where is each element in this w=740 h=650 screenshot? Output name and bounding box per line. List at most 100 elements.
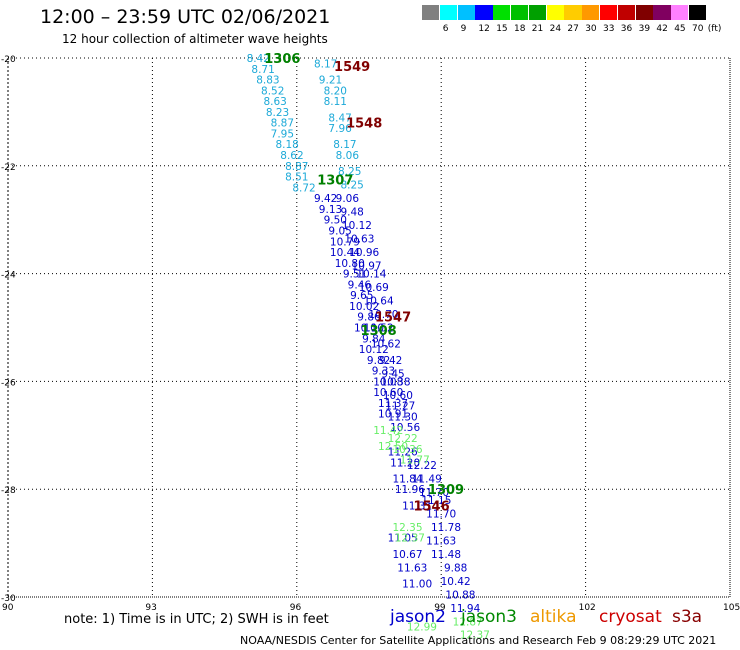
legend-label: 21: [531, 24, 544, 34]
wave-height-value: 10.69: [359, 282, 389, 294]
wave-height-value: 9.06: [336, 193, 360, 205]
satellite-jason3-label: jason3: [461, 607, 517, 627]
wave-height-value: 11.42: [373, 425, 403, 437]
map-subtitle: 12 hour collection of altimeter wave hei…: [62, 32, 328, 46]
pass-number-label: 1547: [375, 311, 411, 326]
wave-height-value: 9.46: [348, 279, 372, 291]
wave-height-value: 11.05: [388, 533, 418, 545]
wave-height-value: 12.22: [388, 433, 418, 445]
wave-height-value: 10.63: [344, 234, 374, 246]
legend-swatch: [600, 5, 618, 20]
wave-height-value: 8.62: [280, 150, 303, 162]
wave-height-value: 10.44: [330, 247, 360, 259]
legend-swatch: [617, 5, 636, 20]
legend-label: 45: [674, 24, 686, 34]
legend-label: 70: [692, 24, 704, 34]
wave-height-value: 8.06: [336, 150, 360, 162]
wave-height-value: 10.67: [392, 549, 422, 561]
wave-height-value: 10.42: [441, 576, 471, 588]
wave-height-value: 10.10: [354, 323, 384, 335]
pass-number-label: 1546: [413, 499, 449, 514]
latitude-label: -26: [1, 378, 16, 388]
wave-height-value: 11.94: [450, 603, 480, 615]
wave-height-value: 9.82: [367, 355, 390, 367]
wave-height-value: 10.12: [359, 344, 389, 356]
wave-height-value: 8.18: [275, 139, 298, 151]
wave-height-value: 9.45: [381, 368, 404, 380]
legend-swatch: [493, 5, 511, 20]
wave-height-value: 11.63: [397, 562, 427, 574]
wave-height-value: 11.48: [431, 549, 461, 561]
wave-height-value: 12.22: [407, 460, 437, 472]
longitude-label: 93: [145, 603, 156, 613]
pass-number-label: 1308: [361, 324, 397, 339]
wave-height-value: 11.26: [388, 446, 418, 458]
satellite-cryosat-label: cryosat: [599, 607, 662, 627]
wave-height-value: 11.20: [390, 457, 420, 469]
wave-height-value: 12.87: [453, 616, 483, 628]
wave-height-value: 10.38: [380, 376, 410, 388]
wave-height-value: 9.05: [328, 225, 351, 237]
wave-height-value: 12.35: [392, 522, 422, 534]
wave-height-value: 11.31: [402, 500, 432, 512]
wave-height-value: 8.83: [256, 75, 279, 87]
wave-height-value: 8.87: [271, 118, 294, 130]
legend-swatch: [422, 5, 440, 20]
wave-height-value: 10.80: [335, 258, 365, 270]
wave-height-value: 10.96: [349, 247, 379, 259]
legend-label: 9: [460, 24, 467, 34]
legend-label: 6: [442, 24, 449, 34]
wave-height-value: 12.99: [407, 622, 437, 634]
wave-height-value: 7.95: [271, 128, 294, 140]
legend-label: 33: [603, 24, 615, 34]
wave-height-value: 9.21: [319, 75, 342, 87]
wave-height-value: 10.62: [371, 339, 401, 351]
wave-height-value: 11.15: [421, 495, 451, 507]
wave-height-value: 10.60: [373, 387, 403, 399]
wave-height-value: 10.02: [349, 301, 379, 313]
wave-height-value: 8.72: [292, 182, 315, 194]
wave-height-value: 8.71: [251, 64, 274, 76]
latitude-label: -20: [1, 55, 16, 65]
legend-swatch: [689, 5, 707, 20]
wave-height-value: 11.63: [426, 535, 456, 547]
wave-height-value: 10.56: [390, 422, 420, 434]
wave-height-value: 9.88: [444, 562, 467, 574]
wave-height-value: 11.70: [419, 487, 449, 499]
wave-height-value: 9.51: [343, 269, 366, 281]
legend-label: 27: [567, 24, 579, 34]
legend-swatch: [671, 5, 689, 20]
pass-number-label: 1306: [264, 52, 300, 67]
wave-height-value: 8.51: [285, 172, 308, 184]
wave-height-value: 8.17: [333, 139, 356, 151]
wave-height-value: 12.37: [460, 630, 490, 642]
latitude-label: -24: [1, 271, 16, 281]
units-note: note: 1) Time is in UTC; 2) SWH is in fe…: [64, 612, 329, 627]
wave-height-value: 11.84: [392, 473, 422, 485]
legend-swatch: [457, 5, 475, 20]
latitude-label: -28: [1, 486, 16, 496]
legend-label: 36: [620, 24, 633, 34]
wave-height-value: 11.78: [431, 522, 461, 534]
legend-unit: (ft): [707, 24, 722, 34]
wave-height-value: 8.25: [340, 180, 363, 192]
wave-height-value: 11.30: [388, 411, 418, 423]
legend-label: 18: [514, 24, 526, 34]
wave-height-value: 8.42: [247, 53, 270, 65]
wave-height-value: 9.42: [314, 193, 337, 205]
wave-height-value: 11.70: [426, 508, 456, 520]
wave-height-value: 10.91: [378, 409, 408, 421]
wave-height-value: 11.37: [378, 398, 408, 410]
wave-height-value: 10.12: [342, 220, 372, 232]
wave-height-value: 10.08: [373, 376, 403, 388]
legend-label: 42: [656, 24, 668, 34]
longitude-label: 96: [290, 603, 302, 613]
wave-height-value: 11.00: [402, 579, 432, 591]
wave-height-value: 10.60: [383, 390, 413, 402]
wave-height-value: 8.47: [328, 112, 351, 124]
legend-swatch: [475, 5, 493, 20]
wave-height-value: 10.52: [364, 323, 394, 335]
legend-swatch: [511, 5, 529, 20]
wave-height-value: 8.17: [314, 58, 337, 70]
